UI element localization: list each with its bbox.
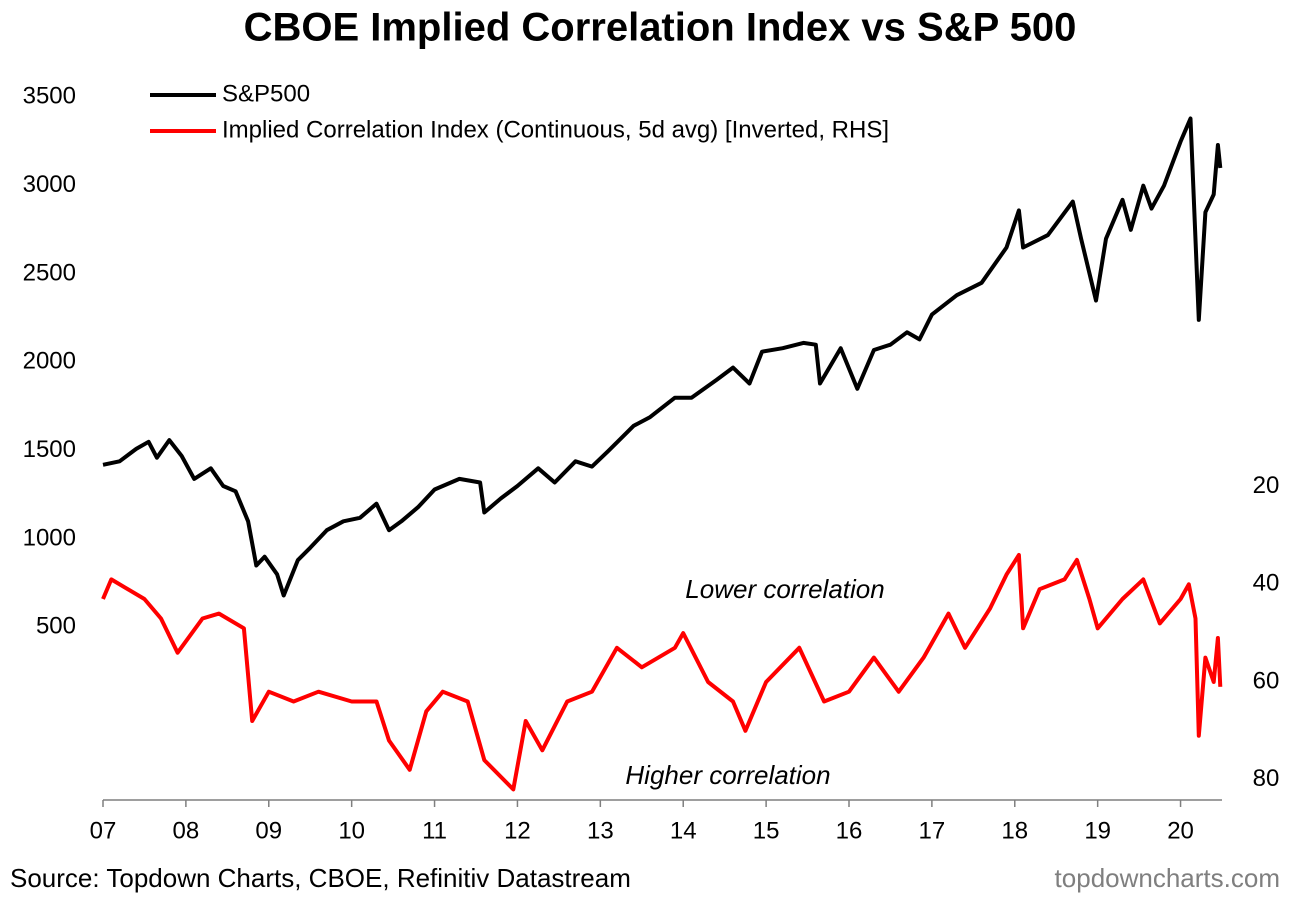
series-line — [101, 553, 1223, 792]
legend-label: S&P500 — [222, 80, 310, 107]
y-tick-label: 1500 — [23, 436, 76, 463]
x-tick-label: 10 — [338, 817, 365, 844]
x-tick-label: 19 — [1084, 817, 1111, 844]
annotation: Lower correlation — [685, 574, 884, 604]
x-tick-label: 11 — [422, 817, 447, 844]
x-tick-label: 09 — [255, 817, 282, 844]
annotation: Higher correlation — [625, 760, 830, 790]
y-tick-label: 2500 — [23, 259, 76, 286]
y-tick-label: 1000 — [23, 524, 76, 551]
y-tick-label: 3500 — [23, 83, 76, 110]
source-note: Source: Topdown Charts, CBOE, Refinitiv … — [10, 863, 631, 893]
y2-tick-label: 40 — [1253, 570, 1280, 597]
x-tick-label: 20 — [1167, 817, 1194, 844]
x-tick-label: 16 — [836, 817, 863, 844]
legend-label: Implied Correlation Index (Continuous, 5… — [222, 116, 889, 143]
y2-tick-label: 80 — [1253, 765, 1280, 792]
brand: topdowncharts.com — [1055, 863, 1280, 893]
x-tick-label: 17 — [919, 817, 946, 844]
chart-title: CBOE Implied Correlation Index vs S&P 50… — [244, 6, 1077, 50]
x-tick-label: 14 — [670, 817, 697, 844]
series-line — [102, 116, 1223, 598]
y-tick-label: 500 — [36, 613, 76, 640]
x-tick-label: 13 — [587, 817, 614, 844]
x-tick-label: 08 — [173, 817, 200, 844]
y-tick-label: 3000 — [23, 171, 76, 198]
x-tick-label: 12 — [504, 817, 531, 844]
y-tick-label: 2000 — [23, 348, 76, 375]
y2-tick-label: 60 — [1253, 667, 1280, 694]
y2-tick-label: 20 — [1253, 472, 1280, 499]
x-tick-label: 15 — [753, 817, 780, 844]
x-tick-label: 07 — [90, 817, 117, 844]
x-tick-label: 18 — [1001, 817, 1028, 844]
